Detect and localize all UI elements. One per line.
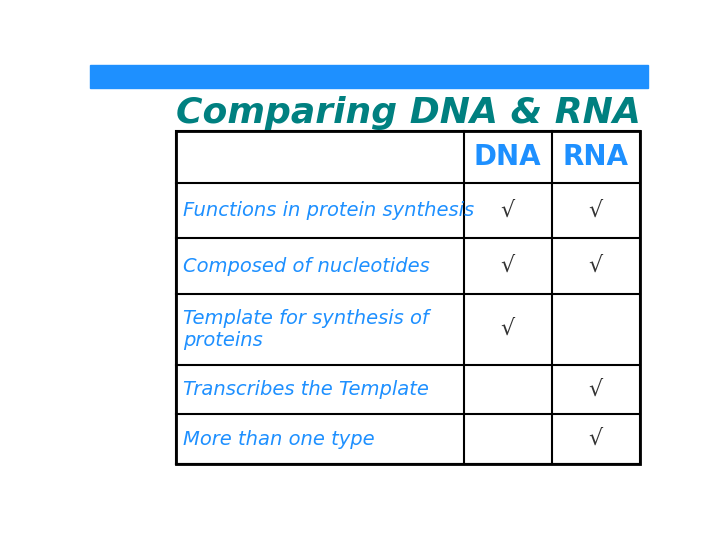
Text: √: √ [500, 319, 515, 339]
Text: √: √ [588, 429, 603, 449]
Text: Composed of nucleotides: Composed of nucleotides [183, 256, 430, 275]
Text: √: √ [500, 256, 515, 276]
Bar [176, 131, 639, 464]
Text: √: √ [588, 256, 603, 276]
Text: Comparing DNA & RNA: Comparing DNA & RNA [176, 96, 642, 130]
Text: √: √ [588, 201, 603, 221]
Text: Functions in protein synthesis: Functions in protein synthesis [183, 201, 474, 220]
Text: √: √ [500, 201, 515, 221]
Bar [90, 65, 648, 87]
Text: DNA: DNA [474, 143, 541, 171]
Text: Template for synthesis of
proteins: Template for synthesis of proteins [183, 309, 429, 350]
Text: More than one type: More than one type [183, 430, 375, 449]
Text: √: √ [588, 380, 603, 400]
Text: Transcribes the Template: Transcribes the Template [183, 380, 429, 399]
Text: RNA: RNA [562, 143, 629, 171]
Bar [176, 131, 639, 464]
